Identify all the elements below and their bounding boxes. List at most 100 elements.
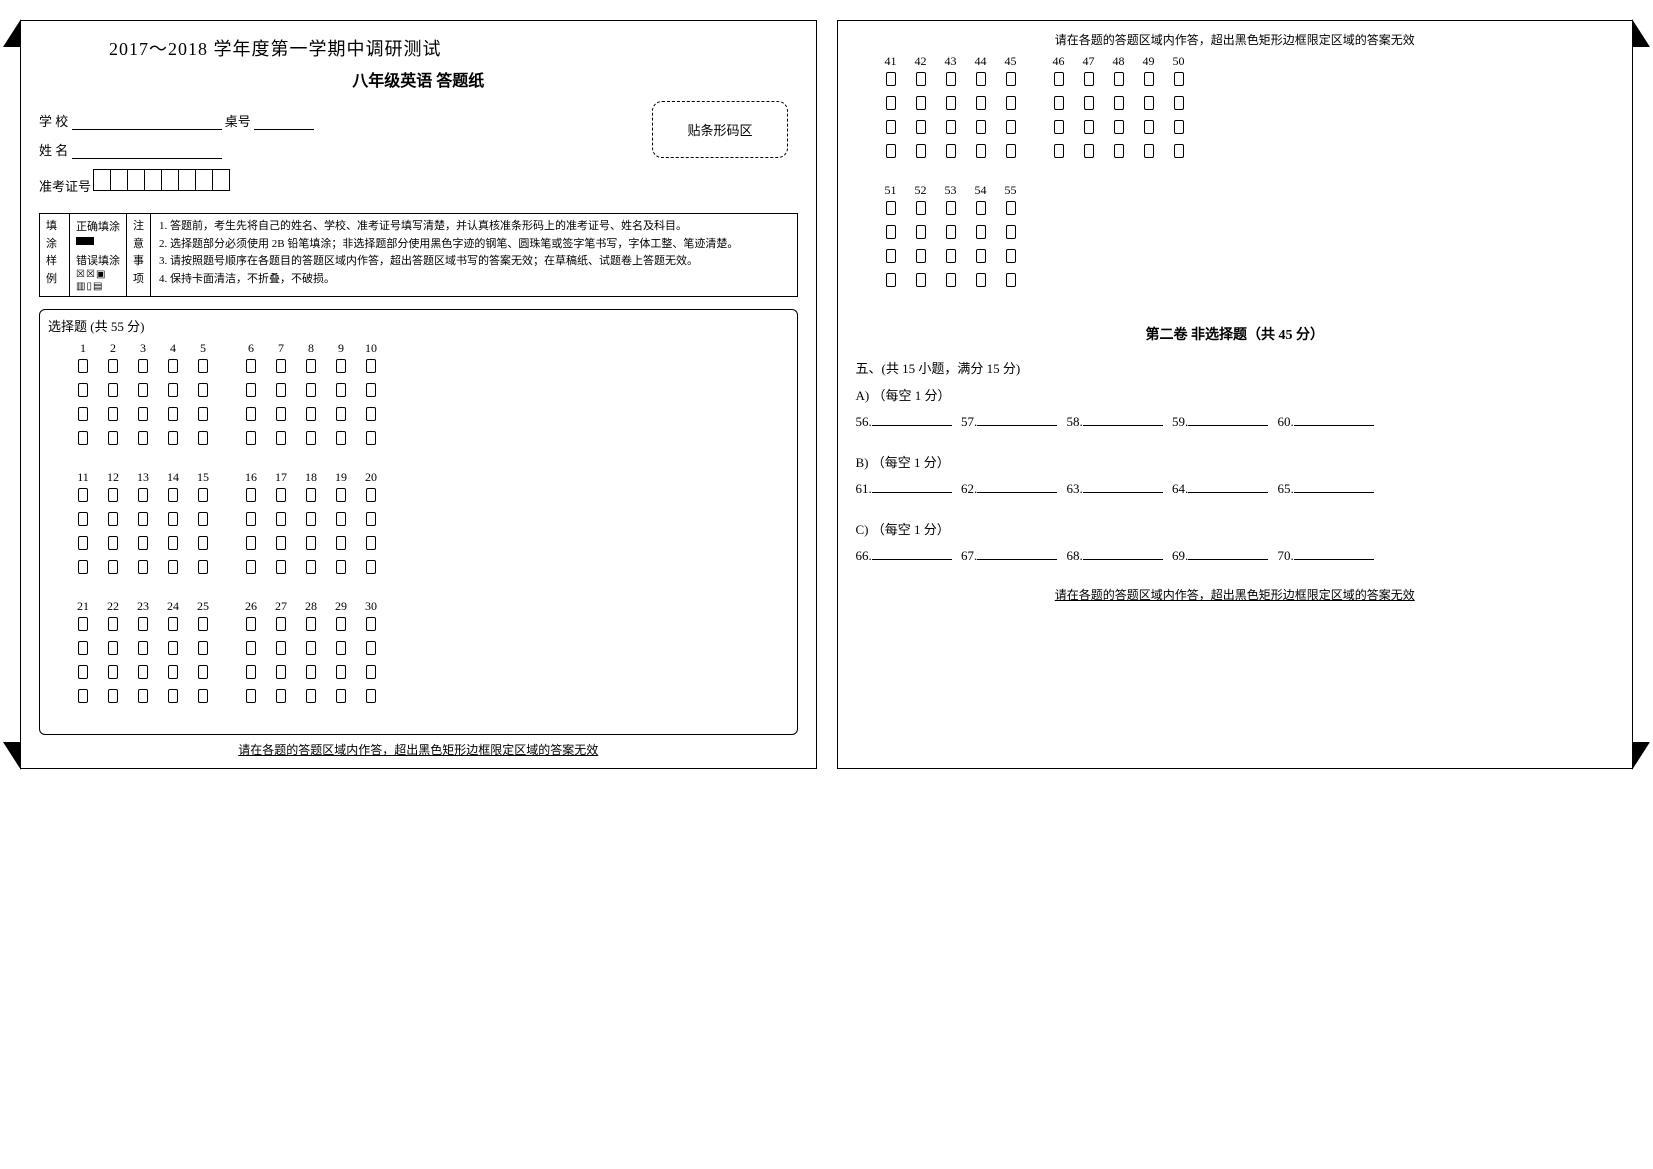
answer-bubble[interactable] (128, 380, 158, 404)
answer-bubble[interactable] (158, 356, 188, 380)
answer-bubble[interactable] (236, 380, 266, 404)
answer-bubble[interactable] (188, 428, 218, 452)
answer-bubble[interactable] (236, 662, 266, 686)
answer-bubble[interactable] (996, 198, 1026, 222)
fill-blank[interactable] (977, 425, 1057, 426)
answer-bubble[interactable] (236, 638, 266, 662)
answer-bubble[interactable] (1074, 141, 1104, 165)
answer-bubble[interactable] (98, 662, 128, 686)
answer-bubble[interactable] (128, 356, 158, 380)
answer-bubble[interactable] (906, 69, 936, 93)
answer-bubble[interactable] (1044, 69, 1074, 93)
answer-bubble[interactable] (188, 380, 218, 404)
answer-bubble[interactable] (158, 533, 188, 557)
answer-bubble[interactable] (876, 222, 906, 246)
answer-bubble[interactable] (906, 222, 936, 246)
answer-bubble[interactable] (876, 270, 906, 294)
answer-bubble[interactable] (356, 428, 386, 452)
answer-bubble[interactable] (158, 662, 188, 686)
answer-bubble[interactable] (876, 117, 906, 141)
fill-blank[interactable] (977, 492, 1057, 493)
answer-bubble[interactable] (326, 662, 356, 686)
answer-bubble[interactable] (128, 533, 158, 557)
answer-bubble[interactable] (68, 557, 98, 581)
answer-bubble[interactable] (188, 533, 218, 557)
answer-bubble[interactable] (1134, 69, 1164, 93)
answer-bubble[interactable] (326, 509, 356, 533)
answer-bubble[interactable] (266, 662, 296, 686)
answer-bubble[interactable] (266, 638, 296, 662)
answer-bubble[interactable] (876, 246, 906, 270)
answer-bubble[interactable] (68, 356, 98, 380)
fill-blank[interactable] (1083, 559, 1163, 560)
answer-bubble[interactable] (966, 93, 996, 117)
answer-bubble[interactable] (936, 93, 966, 117)
fill-blank[interactable] (872, 425, 952, 426)
answer-bubble[interactable] (966, 117, 996, 141)
answer-bubble[interactable] (296, 557, 326, 581)
answer-bubble[interactable] (188, 557, 218, 581)
answer-bubble[interactable] (68, 404, 98, 428)
answer-bubble[interactable] (876, 69, 906, 93)
answer-bubble[interactable] (296, 509, 326, 533)
answer-bubble[interactable] (326, 638, 356, 662)
answer-bubble[interactable] (326, 533, 356, 557)
fill-blank[interactable] (1294, 492, 1374, 493)
answer-bubble[interactable] (128, 662, 158, 686)
answer-bubble[interactable] (876, 198, 906, 222)
answer-bubble[interactable] (98, 404, 128, 428)
answer-bubble[interactable] (1164, 141, 1194, 165)
answer-bubble[interactable] (1134, 117, 1164, 141)
answer-bubble[interactable] (68, 485, 98, 509)
answer-bubble[interactable] (906, 246, 936, 270)
answer-bubble[interactable] (906, 270, 936, 294)
answer-bubble[interactable] (1134, 93, 1164, 117)
answer-bubble[interactable] (296, 614, 326, 638)
answer-bubble[interactable] (1074, 117, 1104, 141)
answer-bubble[interactable] (1104, 93, 1134, 117)
answer-bubble[interactable] (966, 246, 996, 270)
answer-bubble[interactable] (936, 246, 966, 270)
answer-bubble[interactable] (266, 686, 296, 710)
answer-bubble[interactable] (996, 141, 1026, 165)
answer-bubble[interactable] (356, 485, 386, 509)
answer-bubble[interactable] (128, 485, 158, 509)
answer-bubble[interactable] (906, 117, 936, 141)
answer-bubble[interactable] (266, 380, 296, 404)
answer-bubble[interactable] (1044, 141, 1074, 165)
answer-bubble[interactable] (326, 557, 356, 581)
answer-bubble[interactable] (128, 638, 158, 662)
fill-blank[interactable] (1188, 559, 1268, 560)
answer-bubble[interactable] (326, 380, 356, 404)
fill-blank[interactable] (1188, 425, 1268, 426)
fill-blank[interactable] (1188, 492, 1268, 493)
answer-bubble[interactable] (266, 533, 296, 557)
answer-bubble[interactable] (296, 485, 326, 509)
answer-bubble[interactable] (188, 662, 218, 686)
answer-bubble[interactable] (996, 117, 1026, 141)
answer-bubble[interactable] (966, 69, 996, 93)
answer-bubble[interactable] (236, 509, 266, 533)
answer-bubble[interactable] (936, 198, 966, 222)
desk-input[interactable] (254, 116, 314, 130)
answer-bubble[interactable] (356, 614, 386, 638)
answer-bubble[interactable] (68, 614, 98, 638)
answer-bubble[interactable] (356, 356, 386, 380)
answer-bubble[interactable] (906, 198, 936, 222)
answer-bubble[interactable] (326, 356, 356, 380)
fill-blank[interactable] (872, 492, 952, 493)
answer-bubble[interactable] (356, 380, 386, 404)
answer-bubble[interactable] (128, 428, 158, 452)
answer-bubble[interactable] (326, 614, 356, 638)
answer-bubble[interactable] (158, 404, 188, 428)
answer-bubble[interactable] (68, 380, 98, 404)
answer-bubble[interactable] (296, 428, 326, 452)
answer-bubble[interactable] (236, 485, 266, 509)
answer-bubble[interactable] (1104, 117, 1134, 141)
answer-bubble[interactable] (158, 509, 188, 533)
answer-bubble[interactable] (98, 557, 128, 581)
answer-bubble[interactable] (966, 198, 996, 222)
answer-bubble[interactable] (1044, 117, 1074, 141)
answer-bubble[interactable] (356, 638, 386, 662)
name-input[interactable] (72, 145, 222, 159)
